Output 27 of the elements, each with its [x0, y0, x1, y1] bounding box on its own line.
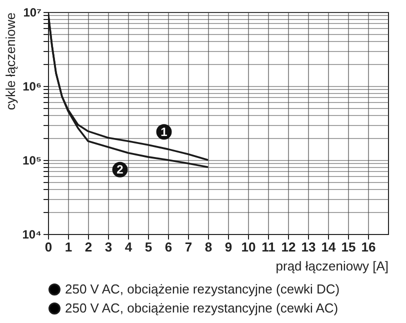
x-tick-label: 2 — [84, 240, 92, 254]
x-tick-label: 15 — [341, 240, 356, 254]
y-tick-label: 10⁶ — [22, 80, 42, 94]
legend-label: 250 V AC, obciążenie rezystancyjne (cewki DC) — [65, 282, 340, 296]
x-tick-label: 7 — [184, 240, 192, 254]
x-tick-label: 12 — [281, 240, 296, 254]
x-tick-label: 11 — [262, 240, 276, 254]
x-axis-title: prąd łączeniowy [A] — [276, 258, 388, 274]
y-tick-label: 10⁵ — [22, 154, 42, 168]
x-tick-label: 14 — [321, 240, 336, 254]
y-tick-label: 10⁴ — [22, 228, 42, 242]
annotation: 2 — [116, 162, 124, 177]
x-tick-label: 4 — [124, 240, 133, 254]
x-tick-label: 10 — [241, 240, 256, 254]
x-tick-label: 8 — [204, 240, 212, 254]
annotation: 1 — [160, 124, 168, 139]
x-tick-label: 13 — [301, 240, 316, 254]
x-tick-label: 9 — [224, 240, 232, 254]
y-tick-label: 10⁷ — [23, 6, 42, 20]
x-tick-label: 16 — [361, 240, 376, 254]
x-tick-label: 3 — [104, 240, 112, 254]
x-tick-label: 1 — [64, 240, 72, 254]
y-axis-title: cykle łączeniowe — [3, 12, 18, 110]
legend-label: 250 V AC, obciążenie rezystancyjne (cewki AC) — [65, 300, 338, 316]
x-tick-label: 0 — [44, 240, 52, 254]
x-tick-label: 6 — [164, 240, 172, 254]
x-tick-label: 5 — [144, 240, 152, 254]
